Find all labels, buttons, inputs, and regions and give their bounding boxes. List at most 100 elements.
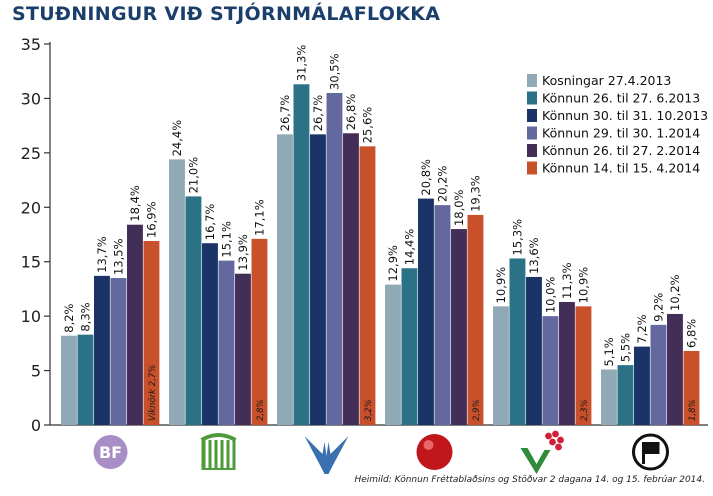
small-party-annotation: 2,3%	[580, 399, 590, 421]
bar	[601, 369, 617, 425]
bar	[667, 313, 683, 425]
y-tick-label: 25	[21, 144, 41, 163]
bar	[493, 306, 509, 425]
legend-label: Könnun 14. til 15. 4.2014	[542, 161, 700, 176]
y-tick-label: 10	[21, 307, 41, 326]
bar	[202, 243, 218, 425]
legend-label: Könnun 29. til 30. 1.2014	[542, 126, 700, 141]
bar-value-label: 21,0%	[187, 157, 201, 194]
bar	[218, 260, 235, 425]
bar-value-label: 13,9%	[236, 234, 250, 271]
small-party-annotation: 3,2%	[364, 399, 374, 421]
bar	[559, 301, 575, 425]
bar-value-label: 10,9%	[494, 267, 508, 304]
bar	[326, 92, 343, 425]
bar	[235, 273, 251, 425]
bar	[683, 350, 700, 425]
legend-swatch	[527, 144, 537, 157]
value-labels: 8,2% 8,3% 13,7% 13,5% 18,4% 16,9% 24,4%21,0%16…	[62, 45, 699, 367]
bar	[401, 268, 418, 425]
bar-value-label: 18,4%	[128, 185, 142, 222]
bar-value-label: 24,4%	[170, 120, 184, 157]
bf-logo-text: BF	[99, 443, 122, 462]
bar-value-label: 11,3%	[560, 262, 574, 299]
legend-label: Könnun 26. til 27. 6.2013	[542, 91, 700, 106]
bar-value-label: 14,4%	[403, 229, 417, 266]
y-tick-label: 15	[21, 253, 41, 272]
bar-value-label: 9,2%	[652, 293, 666, 322]
bar	[617, 365, 634, 425]
bar-value-label: 31,3%	[295, 45, 309, 82]
bar-value-label: 15,1%	[220, 221, 234, 258]
bar-value-label: 10,0%	[544, 277, 558, 314]
party-logos: BF	[93, 430, 669, 474]
small-party-annotation: 2,9%	[472, 399, 482, 421]
bar-value-label: 16,9%	[145, 201, 159, 238]
bar	[77, 334, 94, 425]
bar	[143, 241, 160, 425]
bar-value-label: 5,5%	[619, 333, 633, 362]
y-tick-label: 0	[31, 416, 41, 435]
chart-title: STUÐNINGUR VIÐ STJÓRNMÁLAFLOKKA	[12, 3, 441, 25]
y-tick-label: 30	[21, 89, 41, 108]
small-party-annotation: 1,8%	[688, 399, 698, 421]
framsokn-logo-icon	[200, 433, 237, 470]
bar-value-label: 13,5%	[112, 238, 126, 275]
bar-value-label: 12,9%	[386, 245, 400, 282]
legend: Kosningar 27.4.2013 Könnun 26. til 27. 6.…	[527, 73, 708, 176]
bar	[634, 346, 650, 425]
bar	[251, 238, 268, 425]
bar	[385, 284, 401, 425]
y-axis: 0 5 10 15 20 25 30 35	[21, 35, 708, 435]
bar	[526, 276, 542, 425]
bar-value-label: 26,7%	[278, 95, 292, 132]
bar	[94, 275, 110, 425]
y-tick-label: 35	[21, 35, 41, 54]
legend-label: Könnun 26. til 27. 2.2014	[542, 143, 700, 158]
bar	[310, 134, 326, 425]
bar-value-label: 26,8%	[344, 94, 358, 131]
bar	[509, 258, 526, 425]
bar-value-label: 15,3%	[511, 219, 525, 256]
falcon-logo-icon	[304, 436, 349, 474]
bar	[127, 224, 143, 425]
bar	[185, 196, 202, 425]
bar	[293, 84, 310, 425]
legend-swatch	[527, 126, 537, 140]
bar	[467, 214, 484, 425]
bar	[575, 306, 592, 425]
bar	[277, 134, 293, 425]
bar-value-label: 20,8%	[419, 159, 433, 196]
bar-value-label: 13,6%	[527, 237, 541, 274]
legend-label: Kosningar 27.4.2013	[542, 73, 671, 88]
bar-value-label: 13,7%	[95, 236, 109, 273]
bar	[451, 229, 467, 425]
bar-value-label: 20,2%	[436, 166, 450, 203]
bar-value-label: 17,1%	[253, 199, 267, 236]
bar-value-label: 6,8%	[685, 319, 699, 348]
bf-logo-icon: BF	[93, 435, 128, 469]
bars	[61, 84, 700, 426]
bar-value-label: 30,5%	[328, 53, 342, 90]
bar-value-label: 7,2%	[635, 314, 649, 343]
small-party-annotation: Viknörk 2,7%	[148, 365, 158, 421]
bar-value-label: 8,2%	[62, 303, 76, 332]
bar	[434, 205, 451, 425]
bar-value-label: 16,7%	[203, 204, 217, 241]
legend-swatch	[527, 74, 537, 87]
bar	[343, 133, 359, 425]
bar-value-label: 19,3%	[469, 175, 483, 212]
bar-value-label: 5,1%	[602, 337, 616, 366]
bar-value-label: 8,3%	[79, 302, 93, 331]
source-note: Heimild: Könnun Fréttablaðsins og Stöðva…	[354, 475, 705, 485]
bar	[359, 146, 376, 425]
y-tick-label: 5	[31, 362, 41, 381]
bar-value-label: 25,6%	[361, 107, 375, 144]
bar-value-label: 26,7%	[311, 95, 325, 132]
annotations: Viknörk 2,7% 2,8% 3,2% 2,9% 2,3% 1,8%	[148, 365, 698, 421]
y-tick-label: 20	[21, 198, 41, 217]
bar-value-label: 18,0%	[452, 189, 466, 226]
legend-swatch	[527, 161, 537, 175]
legend-label: Könnun 30. til 31. 10.2013	[542, 108, 708, 123]
